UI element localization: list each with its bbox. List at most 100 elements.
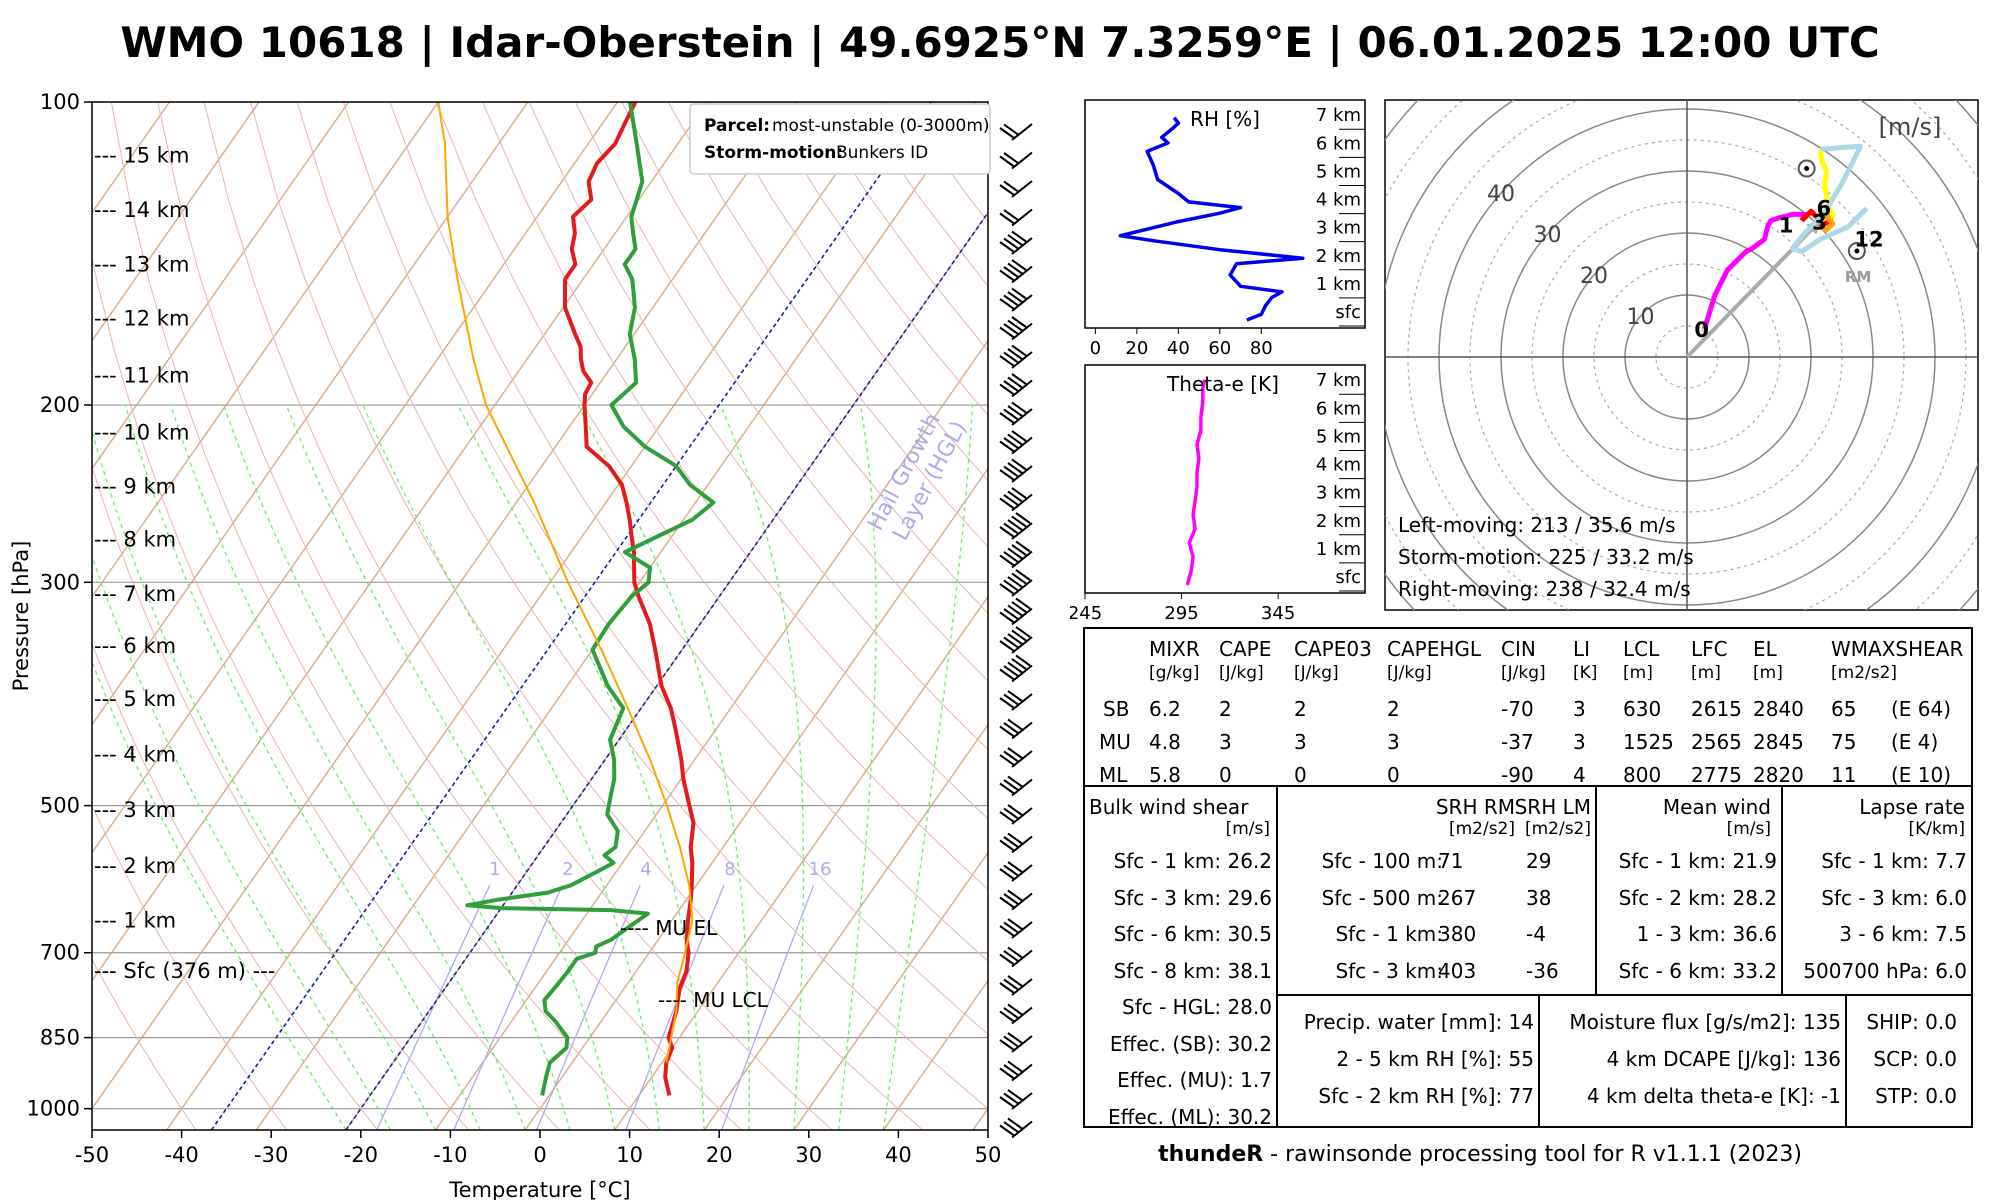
srh-rm-value: 267 xyxy=(1438,885,1477,910)
barb-flag xyxy=(1007,376,1023,389)
flux-value: 4 km DCAPE [J/kg]: 136 xyxy=(1606,1047,1841,1071)
barb-flag xyxy=(999,269,1015,282)
credit-bold: thundeR xyxy=(1158,1142,1264,1167)
barb-flag xyxy=(1003,579,1019,592)
index-value: 3 xyxy=(1573,697,1586,721)
barb-staff xyxy=(1011,892,1033,911)
barb-staff xyxy=(1011,636,1033,654)
index-value: 2775 xyxy=(1691,763,1742,787)
barb-staff xyxy=(1011,465,1033,483)
wind-barb xyxy=(999,569,1033,597)
isotherm-line xyxy=(92,102,260,342)
dry-adiabat xyxy=(389,102,988,962)
dry-adiabat xyxy=(92,642,379,1130)
wind-barb xyxy=(999,316,1033,341)
rh-profile-panel: 7 km 6 km 5 km 4 km 3 km 2 km 1 km sfc RH [%] 0 20… xyxy=(1084,99,1366,359)
x-tick-label: -40 xyxy=(164,1143,198,1167)
barb-staff xyxy=(1011,208,1033,227)
hodo-height-label: 1 xyxy=(1779,214,1794,238)
index-value: 2845 xyxy=(1753,730,1804,754)
y-tick-label: 200 xyxy=(40,393,80,417)
dry-adiabat xyxy=(250,102,924,1130)
profile-frame xyxy=(1084,99,1366,329)
x-tick-label: 60 xyxy=(1208,338,1231,359)
moisture-box: Precip. water [mm]: 14 2 - 5 km RH [%]: 5… xyxy=(1276,994,1540,1128)
isotherm-line xyxy=(92,102,529,726)
srh-rm-title: SRH RM xyxy=(1435,795,1515,819)
x-tick-label: 20 xyxy=(706,1143,733,1167)
barb-flag xyxy=(1007,775,1023,788)
height-label: --- 5 km xyxy=(94,687,176,711)
isotherm-line xyxy=(92,102,708,982)
barb-flag xyxy=(1007,747,1023,759)
barb-flag xyxy=(1003,209,1019,221)
ring-label: 40 xyxy=(1487,182,1515,207)
index-value: 2565 xyxy=(1691,730,1742,754)
x-tick-label: 30 xyxy=(795,1143,822,1167)
index-header: CAPEHGL xyxy=(1387,637,1482,661)
barb-flag xyxy=(999,1124,1015,1137)
barb-flag xyxy=(1003,408,1019,421)
x-tick-label: 10 xyxy=(616,1143,643,1167)
barb-flag xyxy=(1003,351,1019,364)
barb-staff xyxy=(1011,265,1033,284)
rh-profile-line xyxy=(1118,116,1305,322)
barb-flag xyxy=(1003,836,1019,848)
barb-flag xyxy=(1003,864,1019,877)
barb-flag xyxy=(1003,978,1019,991)
mixing-ratio-label: 2 xyxy=(562,859,573,880)
barb-flag xyxy=(1011,373,1027,385)
barb-flag xyxy=(1007,946,1023,959)
moist-adiabat xyxy=(838,404,877,1130)
wind-barb xyxy=(999,804,1033,825)
hodo-height-label: RM xyxy=(1845,268,1871,286)
index-value: -37 xyxy=(1501,730,1534,754)
dry-adiabat xyxy=(203,102,833,1130)
index-value: 2 xyxy=(1219,697,1232,721)
barb-flag xyxy=(1003,323,1019,335)
srh-rm-value: 403 xyxy=(1438,958,1477,983)
mean-wind-value: 1 - 3 km: 36.6 xyxy=(1636,922,1777,946)
skew-t-diagram: -50 -40 -30 -20 -10 0 10 20 30 40 50 Temperature [°… xyxy=(9,90,1033,1200)
barb-staff xyxy=(1011,778,1033,797)
legend-parcel-value: most-unstable (0-3000m) xyxy=(772,116,990,136)
wind-barb xyxy=(999,458,1033,483)
moist-adiabat xyxy=(719,404,805,1130)
shear-value: Sfc - 8 km: 38.1 xyxy=(1113,958,1272,983)
barb-flag xyxy=(999,839,1015,852)
barb-flag xyxy=(999,868,1015,880)
y-tick-label: 300 xyxy=(40,570,80,594)
index-header: CAPE xyxy=(1219,637,1272,661)
barb-flag xyxy=(999,1039,1015,1051)
wind-barb xyxy=(999,861,1033,882)
barb-flag xyxy=(1007,405,1023,417)
barb-staff xyxy=(1011,550,1033,569)
km-label: 7 km xyxy=(1316,370,1361,391)
barb-staff xyxy=(1011,664,1033,683)
wind-barb xyxy=(999,975,1033,996)
barb-flag xyxy=(1007,1003,1023,1016)
composite-value: STP: 0.0 xyxy=(1875,1084,1957,1108)
barb-flag xyxy=(1007,604,1023,617)
hodograph-panel: 10 20 30 40 0 1 36 12 RM [m/s] Left-moving: 213 / … xyxy=(1384,99,1979,611)
index-unit: [m2/s2] xyxy=(1831,663,1898,683)
mixing-ratio-label: 4 xyxy=(640,859,651,880)
barb-flag xyxy=(999,1067,1015,1080)
flux-box: Moisture flux [g/s/m2]: 135 4 km DCAPE [J… xyxy=(1538,994,1847,1128)
x-tick-label: 345 xyxy=(1261,603,1295,624)
index-unit: [m] xyxy=(1623,663,1653,683)
hgl-boundary-line xyxy=(210,102,932,1130)
barb-staff xyxy=(1011,379,1033,398)
height-label: --- 4 km xyxy=(94,743,176,767)
barb-flag xyxy=(999,554,1015,567)
isotherm-line xyxy=(882,979,988,1130)
km-label: 3 km xyxy=(1316,483,1361,504)
hodo-height-label: 12 xyxy=(1854,227,1883,251)
barb-flag xyxy=(1015,569,1031,581)
barb-flag xyxy=(999,383,1015,396)
barb-flag xyxy=(999,497,1015,510)
index-header: LFC xyxy=(1691,637,1728,661)
barb-flag xyxy=(1007,861,1023,873)
barb-flag xyxy=(1003,1035,1019,1048)
barb-flag xyxy=(1003,437,1019,449)
